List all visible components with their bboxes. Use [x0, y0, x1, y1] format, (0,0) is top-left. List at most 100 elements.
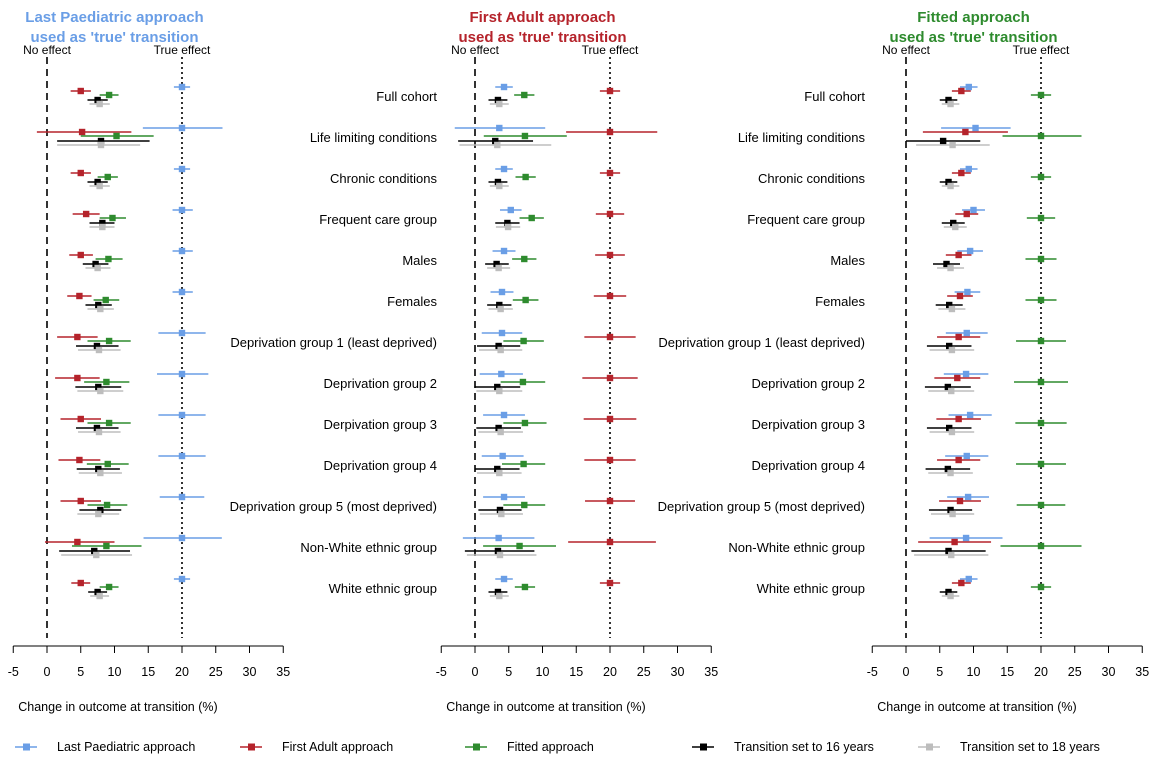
point-estimate-fitted — [1037, 378, 1045, 386]
point-estimate-adult — [958, 579, 965, 587]
point-estimate-t18 — [496, 100, 503, 108]
point-estimate-fitted — [1037, 91, 1045, 99]
point-estimate-t18 — [496, 469, 503, 477]
x-tick-label: 10 — [536, 665, 550, 679]
point-estimate-t16 — [494, 383, 501, 391]
point-estimate-adult — [963, 210, 970, 218]
point-estimate-paed — [178, 288, 186, 296]
x-tick-label: 15 — [141, 665, 155, 679]
legend-marker — [700, 743, 707, 751]
point-estimate-paed — [495, 534, 502, 542]
point-estimate-paed — [970, 206, 977, 214]
point-estimate-fitted — [103, 378, 110, 386]
panel-title-line1: Fitted approach — [917, 9, 1030, 26]
point-estimate-fitted — [521, 419, 529, 427]
point-estimate-t18 — [496, 551, 504, 559]
x-tick-label: 0 — [44, 665, 51, 679]
point-estimate-t18 — [97, 469, 104, 477]
point-estimate-adult — [606, 497, 614, 505]
x-tick-label: 0 — [472, 665, 479, 679]
reference-line-label: No effect — [882, 43, 930, 57]
point-estimate-fitted — [105, 255, 112, 263]
point-estimate-t16 — [492, 137, 499, 145]
point-estimate-fitted — [103, 542, 110, 550]
point-estimate-t16 — [494, 547, 502, 555]
point-estimate-paed — [965, 575, 972, 583]
point-estimate-t16 — [945, 96, 952, 104]
x-tick-label: 5 — [936, 665, 943, 679]
point-estimate-t18 — [96, 592, 103, 600]
subgroup-label: Non-White ethnic group — [300, 540, 437, 555]
point-estimate-fitted — [1037, 255, 1045, 263]
point-estimate-adult — [958, 169, 965, 177]
subgroup-label: Males — [402, 253, 437, 268]
point-estimate-t18 — [97, 305, 104, 313]
subgroup-label: Life limiting conditions — [738, 130, 866, 145]
subgroup-label: Derpivation group 3 — [324, 417, 437, 432]
point-estimate-fitted — [1037, 542, 1045, 550]
point-estimate-t16 — [494, 465, 501, 473]
point-estimate-paed — [500, 165, 508, 173]
point-estimate-adult — [74, 333, 81, 341]
subgroup-label: Deprivation group 1 (least deprived) — [230, 335, 437, 350]
subgroup-label: Life limiting conditions — [310, 130, 438, 145]
point-estimate-adult — [606, 374, 614, 382]
panel-title-line1: Last Paediatric approach — [25, 9, 203, 26]
point-estimate-paed — [498, 288, 506, 296]
subgroup-label: Deprivation group 2 — [324, 376, 437, 391]
point-estimate-adult — [955, 415, 962, 423]
point-estimate-fitted — [1037, 419, 1045, 427]
point-estimate-fitted — [520, 337, 527, 345]
point-estimate-fitted — [105, 583, 113, 591]
legend-label: Transition set to 18 years — [960, 740, 1100, 754]
point-estimate-adult — [606, 128, 614, 136]
subgroup-label: Full cohort — [376, 89, 437, 104]
reference-line-label: No effect — [23, 43, 71, 57]
subgroup-label: Deprivation group 4 — [324, 458, 437, 473]
point-estimate-adult — [606, 415, 614, 423]
point-estimate-t18 — [948, 551, 955, 559]
point-estimate-adult — [77, 497, 84, 505]
x-tick-label: 5 — [77, 665, 84, 679]
subgroup-label: Females — [815, 294, 865, 309]
point-estimate-t18 — [947, 182, 954, 190]
point-estimate-t16 — [95, 301, 102, 309]
point-estimate-fitted — [113, 132, 120, 140]
point-estimate-t18 — [96, 182, 103, 190]
subgroup-label: Males — [830, 253, 865, 268]
point-estimate-paed — [500, 411, 508, 419]
point-estimate-t18 — [947, 264, 954, 272]
point-estimate-paed — [178, 452, 186, 460]
point-estimate-t16 — [504, 219, 511, 227]
point-estimate-t16 — [95, 383, 102, 391]
point-estimate-paed — [498, 329, 506, 337]
point-estimate-fitted — [521, 91, 528, 99]
legend-marker — [926, 743, 933, 751]
x-tick-label: 30 — [243, 665, 257, 679]
point-estimate-t16 — [94, 178, 101, 186]
point-estimate-paed — [178, 83, 186, 91]
panel-title-line2: used as 'true' transition — [458, 29, 626, 46]
point-estimate-t16 — [493, 260, 500, 268]
point-estimate-adult — [606, 169, 614, 177]
point-estimate-t16 — [946, 424, 953, 432]
x-tick-label: 35 — [1135, 665, 1149, 679]
subgroup-label: Frequent care group — [747, 212, 865, 227]
subgroup-label: Non-White ethnic group — [728, 540, 865, 555]
point-estimate-t16 — [494, 178, 502, 186]
point-estimate-paed — [178, 165, 186, 173]
point-estimate-t18 — [497, 346, 504, 354]
subgroup-label: White ethnic group — [329, 581, 437, 596]
subgroup-label: Deprivation group 1 (least deprived) — [658, 335, 865, 350]
point-estimate-t18 — [948, 305, 956, 313]
point-estimate-paed — [178, 124, 186, 132]
point-estimate-fitted — [528, 214, 535, 222]
point-estimate-fitted — [102, 296, 109, 304]
point-estimate-t18 — [496, 592, 503, 600]
point-estimate-paed — [963, 329, 970, 337]
point-estimate-t18 — [93, 551, 100, 559]
point-estimate-fitted — [105, 419, 113, 427]
point-estimate-paed — [178, 534, 186, 542]
point-estimate-paed — [966, 247, 974, 255]
point-estimate-t16 — [950, 219, 957, 227]
